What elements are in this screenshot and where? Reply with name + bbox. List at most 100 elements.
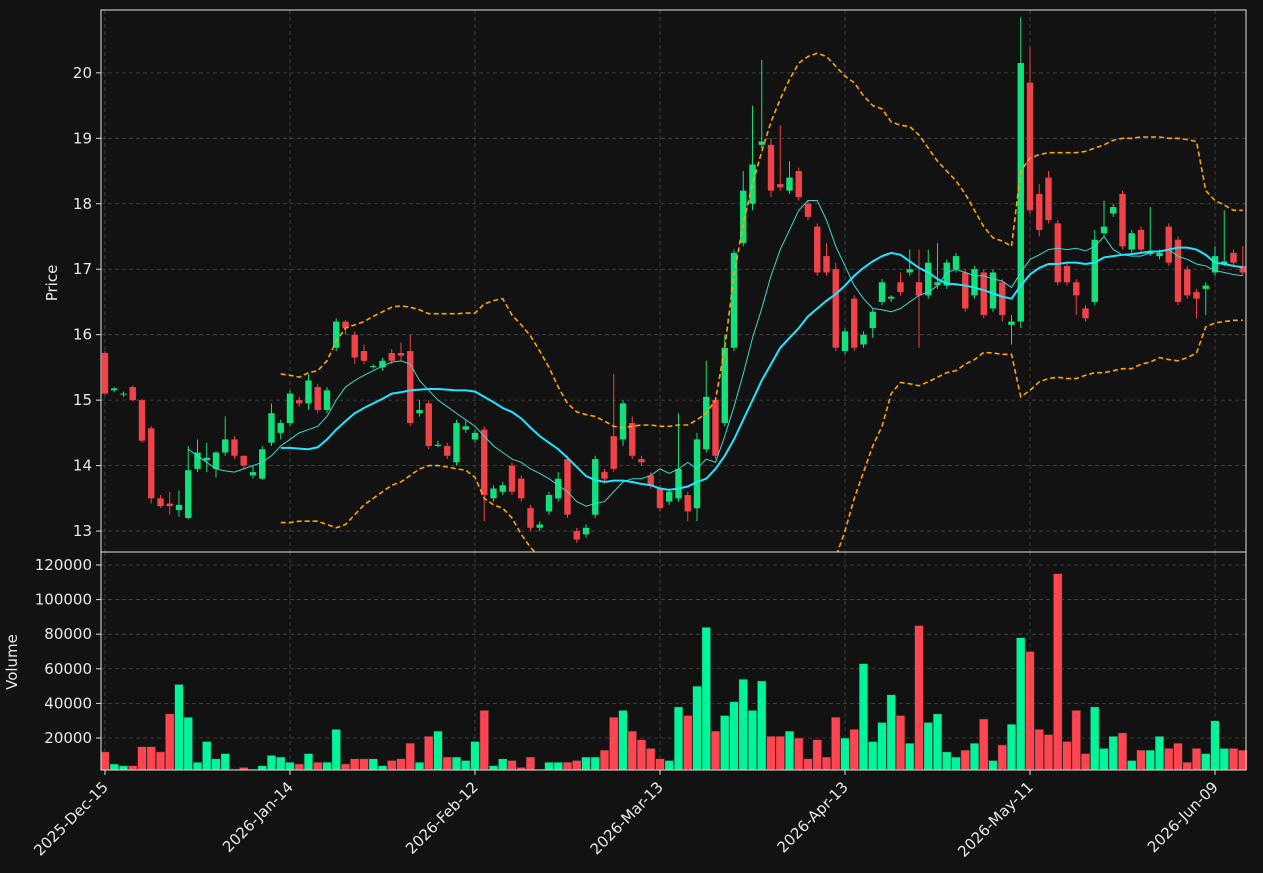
- volume-bar: [1090, 706, 1100, 771]
- volume-bar: [812, 739, 822, 771]
- volume-bar: [710, 730, 721, 771]
- volume-bar: [1108, 735, 1118, 771]
- candle-body: [462, 426, 469, 430]
- volume-bar: [165, 713, 175, 771]
- candle-body: [305, 380, 312, 404]
- volume-bar: [544, 761, 554, 771]
- candle-body: [878, 282, 886, 302]
- candle-body: [1017, 63, 1024, 322]
- candle-body: [1119, 193, 1126, 247]
- candle-body: [786, 177, 793, 191]
- volume-bar: [664, 760, 674, 771]
- volume-bar: [590, 756, 600, 771]
- volume-bar: [405, 742, 415, 771]
- y-tick-label: 18: [73, 195, 92, 213]
- candle-body: [545, 495, 553, 512]
- volume-bar: [673, 706, 684, 771]
- candle-body: [444, 445, 451, 456]
- volume-bar: [905, 742, 915, 771]
- volume-bar: [766, 735, 776, 771]
- marks: [100, 17, 1248, 771]
- volume-bar: [183, 716, 193, 771]
- candle-body: [1211, 256, 1219, 273]
- candle-body: [712, 400, 719, 456]
- volume-bar: [877, 722, 887, 771]
- volume-bar: [266, 754, 277, 771]
- volume-bar: [488, 765, 499, 771]
- candle-body: [166, 503, 173, 507]
- candle-body: [758, 141, 765, 145]
- candle-body: [397, 353, 405, 356]
- candle-body: [222, 439, 229, 453]
- candle-body: [647, 475, 654, 486]
- volume-bar: [821, 756, 832, 771]
- volume-bar: [525, 756, 536, 771]
- candle-body: [416, 409, 423, 414]
- volume-bar: [433, 730, 443, 771]
- volume-bar: [886, 694, 896, 771]
- y-tick-label: 40000: [44, 694, 92, 712]
- volume-bar: [553, 761, 563, 771]
- volume-bar: [350, 758, 360, 771]
- candle-body: [925, 262, 932, 296]
- candle-body: [638, 459, 645, 463]
- candle-body: [610, 436, 617, 469]
- candle-body: [1221, 261, 1228, 264]
- candle-body: [434, 444, 442, 446]
- candle-body: [323, 390, 331, 410]
- candle-body: [499, 485, 506, 492]
- candle-body: [175, 504, 183, 511]
- candle-body: [1100, 226, 1108, 234]
- volume-bar: [831, 716, 841, 771]
- candle-body: [101, 353, 109, 394]
- volume-bar: [1210, 720, 1220, 771]
- candle-body: [148, 428, 155, 499]
- candle-body: [703, 396, 710, 450]
- candle-body: [379, 360, 386, 368]
- candle-body: [1091, 239, 1098, 302]
- candle-body: [934, 282, 941, 285]
- volume-bar: [599, 749, 610, 771]
- candle-body: [656, 488, 664, 509]
- candle-body: [351, 334, 358, 358]
- candle-body: [823, 256, 830, 273]
- volume-bar: [923, 722, 933, 771]
- volume-bar: [618, 710, 628, 771]
- volume-bar: [784, 730, 795, 771]
- volume-bar: [683, 715, 693, 771]
- volume-bar: [840, 737, 850, 771]
- volume-bar: [627, 730, 637, 771]
- candle-body: [592, 459, 599, 515]
- volume-bar: [1006, 723, 1017, 771]
- y-tick-label: 120000: [35, 556, 92, 574]
- candle-body: [564, 459, 571, 515]
- candle-body: [869, 311, 876, 329]
- volume-bar: [331, 729, 341, 771]
- candle-body: [129, 387, 136, 401]
- volume-bar: [701, 626, 711, 771]
- candle-body: [286, 393, 294, 424]
- candle-body: [1156, 252, 1163, 257]
- volume-bar: [276, 756, 286, 771]
- volume-bar: [775, 735, 785, 771]
- volume-bar: [1117, 732, 1128, 771]
- y-tick-label: 17: [73, 260, 92, 278]
- candle-body: [999, 282, 1006, 316]
- candle-body: [906, 269, 913, 273]
- volume-bar: [424, 735, 434, 771]
- candle-body: [453, 423, 460, 463]
- candle-body: [471, 432, 479, 440]
- candle-body: [851, 298, 858, 348]
- candle-body: [693, 439, 701, 509]
- volume-bar: [1182, 761, 1192, 771]
- candle-body: [342, 321, 349, 329]
- volume-bar: [581, 756, 591, 771]
- candle-body: [194, 452, 201, 469]
- volume-bar: [202, 741, 212, 771]
- candle-body: [1008, 321, 1015, 325]
- candle-body: [767, 144, 775, 191]
- candle-body: [1026, 82, 1034, 211]
- candle-body: [740, 190, 747, 244]
- volume-bar: [572, 760, 582, 771]
- volume-bar: [470, 741, 480, 771]
